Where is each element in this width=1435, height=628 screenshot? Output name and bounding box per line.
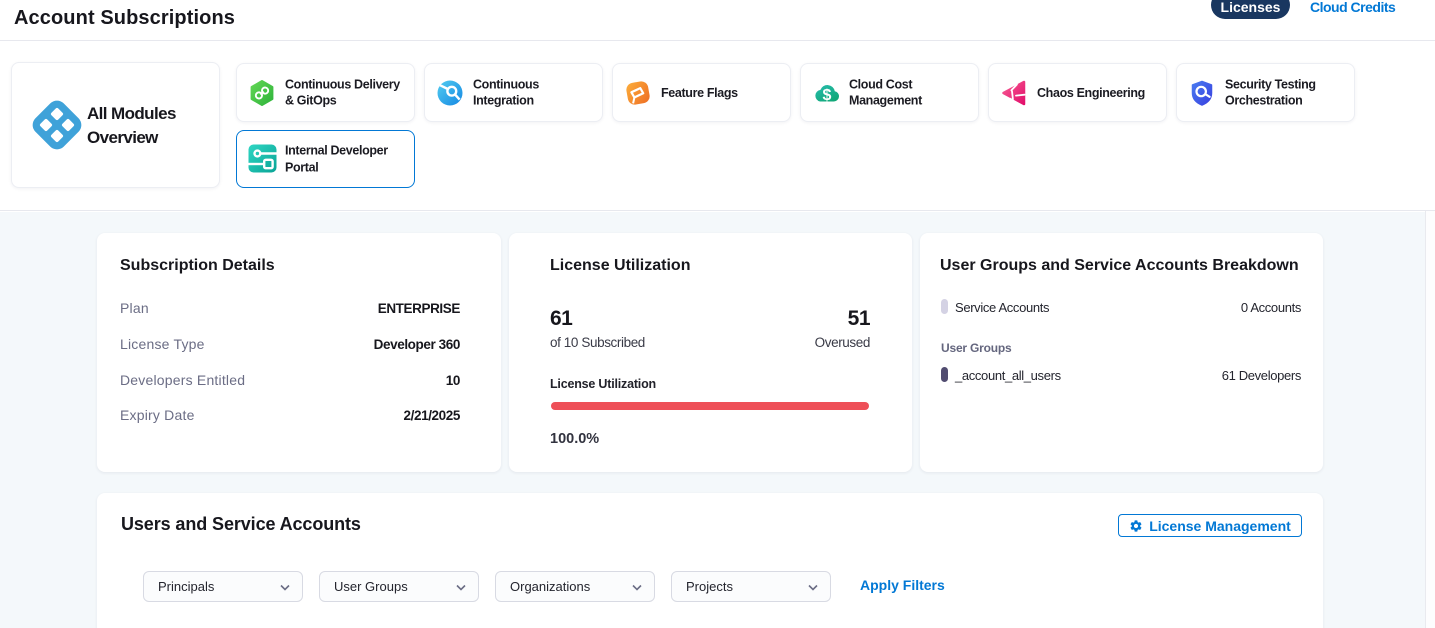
svg-text:$: $ — [823, 87, 832, 104]
